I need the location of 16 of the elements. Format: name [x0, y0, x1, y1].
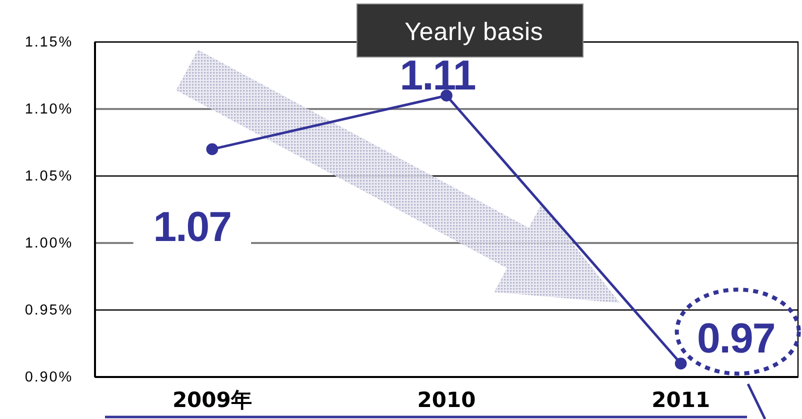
point: [440, 90, 452, 102]
y-tick-label: 0.95%: [24, 302, 73, 319]
y-tick-label: 1.15%: [24, 34, 73, 51]
y-tick-label: 0.90%: [24, 370, 73, 386]
chart-title: Yearly basis: [404, 18, 544, 46]
annotation: 0.97: [696, 314, 775, 362]
point: [206, 143, 218, 156]
x-tick-label: 2011: [652, 388, 710, 412]
y-tick-label: 1.05%: [24, 168, 73, 185]
data-label: 1.07: [153, 203, 232, 250]
data-label: 1.11: [400, 52, 476, 99]
y-tick-label: 1.00%: [24, 236, 73, 252]
point: [674, 358, 687, 370]
x-tick-label: 2010: [417, 388, 476, 412]
x-tick-label: 2009年: [172, 388, 252, 412]
y-tick-label: 1.10%: [24, 102, 73, 118]
